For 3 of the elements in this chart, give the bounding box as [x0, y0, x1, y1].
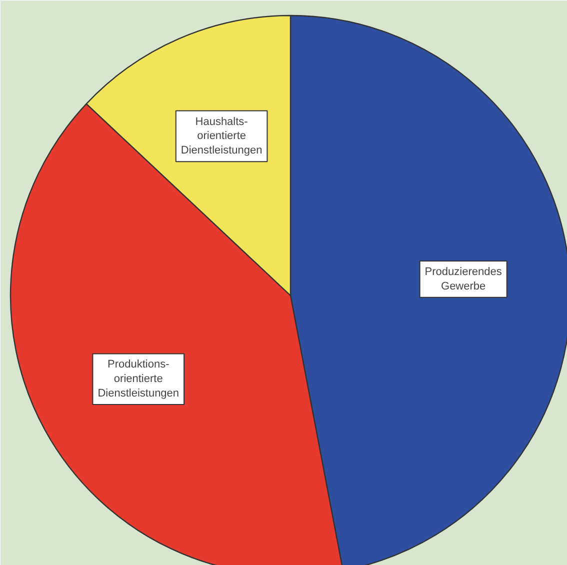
- slice-label: Haushalts- orientierte Dienstleistungen: [180, 116, 262, 157]
- slice-label: Produzierendes Gewerbe: [424, 266, 502, 292]
- slice-label: Produktions- orientierte Dienstleistungen: [98, 358, 180, 400]
